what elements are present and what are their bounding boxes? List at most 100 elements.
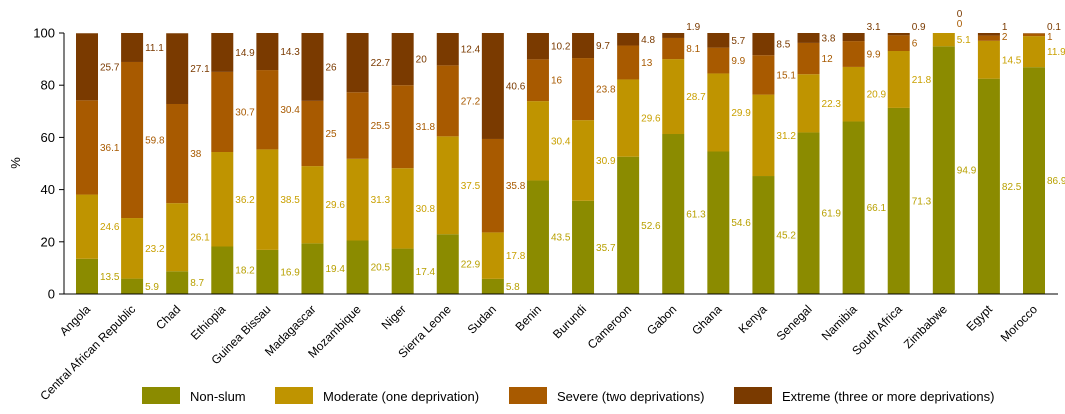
bar-segment — [662, 37, 685, 60]
legend-label: Non-slum — [190, 389, 246, 404]
legend-swatch — [142, 387, 180, 404]
bar-segment — [481, 33, 504, 139]
bar-segment — [121, 218, 144, 279]
data-label: 14.9 — [235, 48, 255, 59]
legend: Non-slum Moderate (one deprivation) Severe… — [142, 387, 994, 404]
bar-segment — [887, 51, 910, 108]
data-label: 8.1 — [686, 44, 700, 55]
bar-segment — [707, 73, 730, 152]
y-tick-label: 100 — [33, 26, 55, 41]
bar-segment — [166, 271, 189, 294]
data-label: 13 — [641, 58, 653, 69]
bar-segment — [256, 33, 279, 71]
bar-segment — [797, 42, 820, 75]
x-tick-label: Zimbabwe — [901, 302, 950, 351]
data-label: 20 — [416, 55, 428, 66]
data-label: 38.5 — [280, 195, 300, 206]
data-label: 25.5 — [371, 121, 391, 132]
data-label: 14.5 — [1002, 55, 1022, 66]
data-label: 2 — [1002, 32, 1008, 43]
x-tick-label: Morocco — [998, 302, 1041, 345]
bar-segment — [256, 70, 279, 150]
x-tick-label: Chad — [153, 302, 183, 332]
data-label: 28.7 — [686, 92, 706, 103]
data-label: 18.2 — [235, 266, 255, 277]
bar-segment — [391, 248, 414, 294]
bar-segment — [211, 152, 234, 247]
data-label: 0.9 — [912, 22, 926, 33]
x-tick-label: Ethiopia — [188, 302, 229, 343]
data-label: 20.5 — [371, 263, 391, 274]
bar-segment — [752, 33, 775, 56]
data-label: 94.9 — [957, 166, 977, 177]
bar-segment — [617, 45, 640, 80]
bar-segment — [76, 194, 98, 259]
bar-segment — [977, 35, 1000, 41]
data-label: 22.9 — [461, 260, 481, 271]
bar-segment — [166, 103, 189, 204]
data-label: 37.5 — [461, 181, 481, 192]
data-label: 31.3 — [371, 195, 391, 206]
bar-segment — [211, 33, 234, 72]
data-label: 25 — [325, 129, 337, 140]
bar-segment — [1023, 36, 1045, 68]
data-label: 21.8 — [912, 75, 932, 86]
y-tick-label: 20 — [41, 234, 55, 249]
bar-segment — [481, 138, 504, 233]
y-tick-label: 60 — [41, 130, 55, 145]
legend-swatch — [275, 387, 313, 404]
bars-group — [76, 33, 1045, 294]
data-label: 71.3 — [912, 196, 932, 207]
x-tick-label: Ghana — [689, 302, 725, 338]
data-label: 61.9 — [822, 209, 842, 220]
legend-label: Moderate (one deprivation) — [323, 389, 479, 404]
bar-segment — [301, 166, 324, 244]
x-tick-label: Niger — [379, 302, 409, 332]
bar-segment — [572, 120, 595, 201]
bar-segment — [842, 66, 865, 122]
bar-segment — [391, 33, 414, 86]
data-label: 30.8 — [416, 204, 436, 215]
bar-segment — [572, 33, 595, 59]
data-label: 6 — [912, 39, 918, 50]
data-label: 1 — [1047, 32, 1053, 43]
data-label: 54.6 — [731, 218, 751, 229]
bar-segment — [707, 47, 730, 74]
data-label: 3.8 — [822, 33, 836, 44]
bar-segment — [572, 58, 595, 121]
data-label: 30.9 — [596, 156, 616, 167]
data-label: 11.1 — [145, 43, 164, 54]
y-tick-label: 40 — [41, 182, 55, 197]
data-label: 17.4 — [416, 267, 436, 278]
x-tick-label: Angola — [57, 302, 94, 339]
bar-segment — [526, 33, 549, 60]
bar-segment — [977, 40, 1000, 79]
bar-segment — [526, 59, 549, 102]
bar-segment — [436, 33, 459, 66]
data-label: 20.9 — [867, 90, 887, 101]
data-label: 25.7 — [100, 62, 120, 73]
data-label: 0 — [957, 9, 963, 20]
x-tick-label: Benin — [512, 302, 544, 334]
data-label: 16 — [551, 76, 563, 87]
data-label: 23.2 — [145, 244, 165, 255]
bar-segment — [662, 59, 685, 135]
bar-segment — [121, 33, 144, 62]
bar-segment — [301, 33, 324, 101]
data-label: 14.3 — [280, 47, 300, 58]
bar-segment — [752, 94, 775, 177]
y-tick-label: 80 — [41, 78, 55, 93]
data-label: 0.1 — [1047, 22, 1061, 33]
data-label: 1 — [1002, 22, 1008, 33]
bar-segment — [752, 176, 775, 294]
data-label: 61.3 — [686, 210, 706, 221]
data-label: 43.5 — [551, 233, 571, 244]
bar-segment — [1023, 33, 1045, 37]
legend-label: Severe (two deprivations) — [557, 389, 704, 404]
bar-segment — [887, 107, 910, 294]
data-label: 82.5 — [1002, 182, 1022, 193]
bar-segment — [346, 92, 369, 159]
bar-segment — [346, 33, 369, 93]
bar-segment — [481, 232, 504, 279]
data-label: 10.2 — [551, 42, 571, 53]
